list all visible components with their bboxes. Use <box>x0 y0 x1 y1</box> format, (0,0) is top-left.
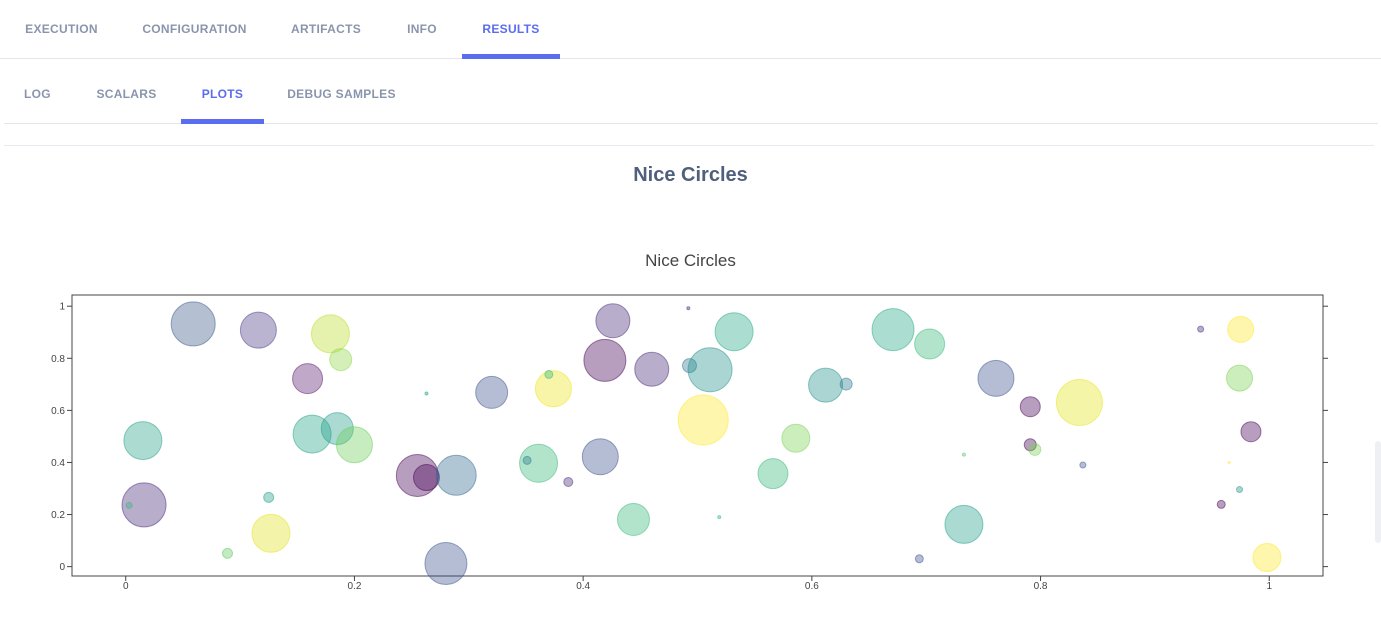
tab-log[interactable]: LOG <box>24 86 51 101</box>
chart-title: Nice Circles <box>645 251 736 270</box>
scatter-point[interactable] <box>1197 325 1205 333</box>
scatter-point[interactable] <box>616 502 650 536</box>
plot-frame <box>71 294 1324 577</box>
sub-tab-bar <box>4 64 1378 124</box>
scatter-point[interactable] <box>1227 460 1231 464</box>
scatter-point[interactable] <box>1226 364 1254 392</box>
scrollbar-thumb[interactable] <box>1375 441 1381 543</box>
scatter-point[interactable] <box>475 375 509 409</box>
scatter-point[interactable] <box>677 394 729 446</box>
x-tick-label: 0.4 <box>576 581 590 592</box>
scatter-point[interactable] <box>544 369 554 379</box>
scatter-point[interactable] <box>424 541 468 585</box>
scatter-point[interactable] <box>435 454 477 496</box>
scatter-point[interactable] <box>977 359 1015 397</box>
scatter-point[interactable] <box>170 301 216 347</box>
points-layer <box>121 301 1282 585</box>
main-tab-bar <box>0 0 1381 59</box>
scatter-point[interactable] <box>125 501 133 509</box>
scatter-point[interactable] <box>1023 438 1037 452</box>
tab-execution[interactable]: EXECUTION <box>25 22 98 36</box>
scatter-point[interactable] <box>310 314 350 354</box>
y-tick-label: 0 <box>59 562 65 573</box>
tab-results[interactable]: RESULTS <box>462 0 560 59</box>
scatter-point[interactable] <box>686 306 691 311</box>
scatter-point[interactable] <box>714 312 754 352</box>
y-tick-label: 0.6 <box>51 406 65 417</box>
y-tick-label: 0.8 <box>51 354 65 365</box>
scatter-point[interactable] <box>1028 442 1042 456</box>
tab-plots[interactable]: PLOTS <box>181 64 264 124</box>
scatter-point[interactable] <box>1079 461 1087 469</box>
scatter-point[interactable] <box>263 491 275 503</box>
scatter-point[interactable] <box>251 513 291 553</box>
x-tick-label: 0.6 <box>805 581 819 592</box>
panel-title: Nice Circles <box>633 164 748 186</box>
scatter-point[interactable] <box>522 455 532 465</box>
x-tick-label: 0 <box>123 581 129 592</box>
x-tick-label: 0.2 <box>347 581 361 592</box>
scatter-point[interactable] <box>1055 379 1103 427</box>
scatter-point[interactable] <box>914 554 924 564</box>
scatter-point[interactable] <box>563 476 574 487</box>
scatter-point[interactable] <box>1236 486 1244 494</box>
scatter-point[interactable] <box>687 347 733 393</box>
scatter-point[interactable] <box>757 458 789 490</box>
scatter-point[interactable] <box>944 504 984 544</box>
tab-info[interactable]: INFO <box>407 22 437 36</box>
scatter-point[interactable] <box>519 443 559 483</box>
scatter-point[interactable] <box>595 303 631 339</box>
tab-configuration[interactable]: CONFIGURATION <box>142 22 247 36</box>
y-tick-label: 1 <box>59 302 65 313</box>
scatter-point[interactable] <box>335 426 373 464</box>
scatter-point[interactable] <box>839 377 853 391</box>
scatter-point[interactable] <box>961 452 966 457</box>
scatter-point[interactable] <box>871 308 915 352</box>
scatter-point[interactable] <box>1252 543 1282 573</box>
scatter-point[interactable] <box>717 515 722 520</box>
scatter-point[interactable] <box>320 412 354 446</box>
scatter-point[interactable] <box>239 311 277 349</box>
scatter-point[interactable] <box>412 464 440 492</box>
scatter-point[interactable] <box>914 328 946 360</box>
x-axis: 0 0.2 0.4 0.6 0.8 1 <box>123 576 1272 592</box>
scatter-point[interactable] <box>681 358 697 374</box>
y-tick-label: 0.4 <box>51 458 65 469</box>
scatter-point[interactable] <box>121 482 167 528</box>
scatter-point[interactable] <box>581 438 619 476</box>
scatter-point[interactable] <box>1240 421 1262 443</box>
scatter-point[interactable] <box>534 370 572 408</box>
tab-debug-samples[interactable]: DEBUG SAMPLES <box>287 86 396 101</box>
x-tick-label: 1 <box>1266 581 1272 592</box>
tab-scalars[interactable]: SCALARS <box>96 86 157 101</box>
scatter-point[interactable] <box>634 351 670 387</box>
scatter-point[interactable] <box>583 338 627 382</box>
x-tick-label: 0.8 <box>1034 581 1048 592</box>
y-tick-label: 0.2 <box>51 510 65 521</box>
section-divider <box>4 145 1374 146</box>
tab-artifacts[interactable]: ARTIFACTS <box>290 22 362 36</box>
scatter-point[interactable] <box>1019 396 1041 418</box>
scatter-point[interactable] <box>1216 499 1226 509</box>
scatter-point[interactable] <box>781 423 811 453</box>
scatter-point[interactable] <box>292 363 324 395</box>
scatter-point[interactable] <box>329 348 353 372</box>
scatter-point[interactable] <box>222 547 234 559</box>
scatter-point[interactable] <box>424 391 429 396</box>
scatter-point[interactable] <box>808 367 844 403</box>
scatter-point[interactable] <box>1227 315 1255 343</box>
y-axis: 0 0.2 0.4 0.6 0.8 1 <box>51 302 1328 573</box>
scatter-point[interactable] <box>123 421 163 461</box>
